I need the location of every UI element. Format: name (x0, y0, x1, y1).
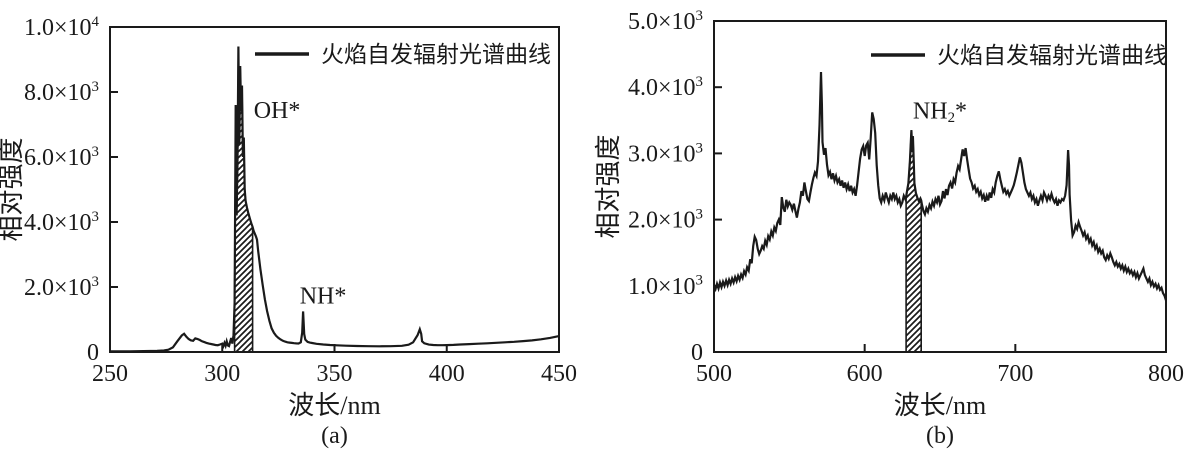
panel-a-x-tick-label: 400 (429, 361, 465, 387)
panel-a-y-tick-label: 8.0×103 (24, 79, 99, 106)
panel-a-x-tick-label: 350 (317, 361, 353, 387)
panel-a-y-tick-label: 4.0×103 (24, 209, 99, 236)
panel-b-y-tick-label: 2.0×103 (628, 207, 703, 234)
panel-b: 500 600 700 800 0 1.0×103 2.0×103 3.0×103 4.0×10… (594, 8, 1184, 449)
panel-a-y-axis-label: 相对强度 (0, 137, 26, 241)
panel-b-annotation-nh: NH2* (913, 98, 967, 126)
panel-b-caption: (b) (926, 423, 954, 449)
panel-b-y-tick-label: 5.0×103 (628, 8, 703, 35)
panel-b-x-tick-label: 700 (997, 361, 1033, 387)
panel-b-x-axis-label: 波长/nm (894, 391, 986, 420)
panel-a-y-tick-label: 0 (87, 340, 99, 366)
panel-a: 250 300 350 400 450 0 2.0×103 4.0×103 6.0×103 8.0… (0, 14, 577, 449)
panel-b-y-axis-label: 相对强度 (594, 134, 623, 238)
panel-a-x-tick-label: 300 (204, 361, 240, 387)
panel-b-y-tick-label: 1.0×103 (628, 273, 703, 300)
panel-a-annotation-nh: NH* (300, 283, 347, 309)
panel-a-x-tick-label: 250 (92, 361, 128, 387)
panel-b-plot-border (713, 20, 1167, 353)
panel-b-y-tick-label: 3.0×103 (628, 140, 703, 167)
panel-b-legend-label: 火焰自发辐射光谱曲线 (937, 43, 1167, 68)
panel-a-spectrum-curve (110, 46, 560, 353)
panel-a-x-tick-label: 450 (541, 361, 577, 387)
panel-a-caption: (a) (321, 423, 348, 449)
panel-b-spectrum-curve (712, 71, 1168, 301)
panel-a-annotation-oh: OH* (254, 98, 301, 124)
panel-b-y-tick-label: 4.0×103 (628, 74, 703, 101)
panel-b-x-tick-label: 500 (696, 361, 732, 387)
panel-a-x-axis-label: 波长/nm (288, 391, 380, 420)
panel-b-y-tick-label: 0 (691, 340, 703, 366)
panel-a-y-tick-label: 6.0×103 (24, 144, 99, 171)
panel-a-y-tick-label: 2.0×103 (24, 274, 99, 301)
panel-a-y-tick-label: 1.0×104 (24, 14, 100, 41)
panel-b-x-tick-label: 800 (1148, 361, 1184, 387)
panel-a-legend-label: 火焰自发辐射光谱曲线 (321, 42, 551, 67)
panel-b-x-tick-label: 600 (847, 361, 883, 387)
